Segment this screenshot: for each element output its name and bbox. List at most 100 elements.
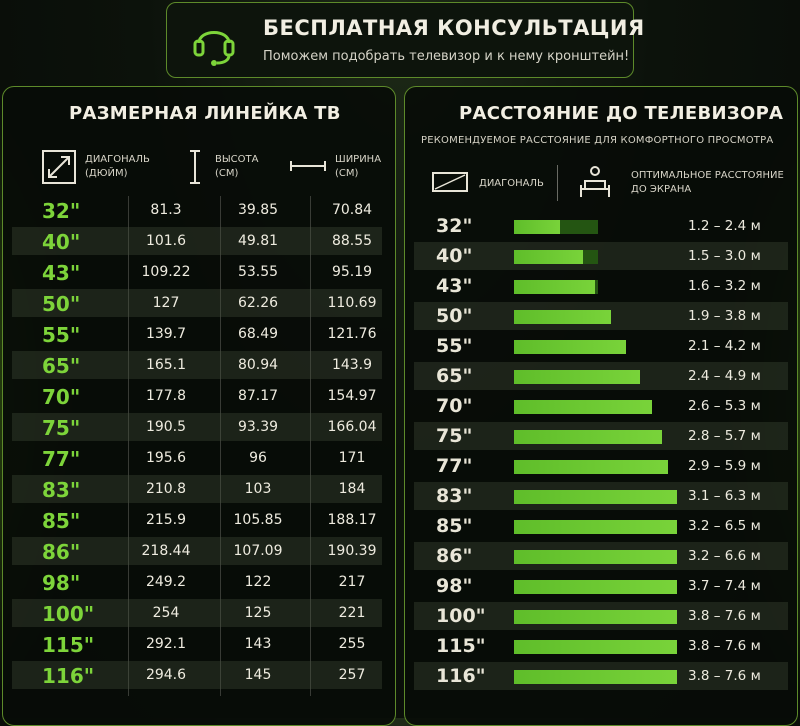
distance-bar-track — [514, 550, 677, 564]
height-cell: 139.7 — [145, 326, 187, 342]
width-cell: 87.17 — [237, 388, 279, 404]
width-cell: 96 — [249, 450, 267, 466]
distance-bar-track — [514, 280, 598, 294]
width-cm-cell: 255 — [338, 636, 366, 652]
distance-range: 3.2 – 6.6 м — [688, 548, 761, 564]
table-row: 50" 127 62.26 110.69 — [12, 289, 382, 317]
width-icon — [290, 161, 326, 171]
distance-row: 75" 2.8 – 5.7 м — [414, 422, 788, 450]
table-row: 77" 195.6 96 171 — [12, 444, 382, 472]
diagonal-cell: 77" — [42, 447, 81, 471]
height-cell: 109.22 — [141, 264, 191, 280]
width-cm-cell: 143.9 — [331, 357, 373, 373]
distance-range: 3.8 – 7.6 м — [688, 608, 761, 624]
table-row: 83" 210.8 103 184 — [12, 475, 382, 503]
width-cm-cell: 88.55 — [331, 233, 373, 249]
height-cell: 101.6 — [145, 233, 187, 249]
distance-bar-track — [514, 640, 677, 654]
consultation-subtitle: Поможем подобрать телевизор и к нему кро… — [263, 49, 630, 64]
distance-range: 3.2 – 6.5 м — [688, 518, 761, 534]
distance-bar-fill — [514, 580, 677, 594]
distance-range: 2.4 – 4.9 м — [688, 368, 761, 384]
height-cell: 215.9 — [145, 512, 187, 528]
width-cm-cell: 184 — [338, 481, 366, 497]
distance-bar-track — [514, 670, 677, 684]
consultation-title: БЕСПЛАТНАЯ КОНСУЛЬТАЦИЯ — [263, 16, 645, 40]
legend-optimal-2: ДО ЭКРАНА — [631, 184, 692, 195]
legend-diagonal: ДИАГОНАЛЬ — [479, 178, 544, 189]
distance-bar-fill — [514, 670, 677, 684]
table-row: 115" 292.1 143 255 — [12, 630, 382, 658]
consultation-banner[interactable]: БЕСПЛАТНАЯ КОНСУЛЬТАЦИЯ Поможем подобрат… — [166, 2, 644, 78]
table-row: 116" 294.6 145 257 — [12, 661, 382, 689]
height-cell: 218.44 — [141, 543, 191, 559]
distance-bar-fill — [514, 520, 677, 534]
height-cell: 190.5 — [145, 419, 187, 435]
width-cell: 103 — [244, 481, 272, 497]
distance-bar-track — [514, 460, 668, 474]
width-cell: 93.39 — [237, 419, 279, 435]
distance-row: 85" 3.2 – 6.5 м — [414, 512, 788, 540]
diagonal-label: 98" — [436, 575, 473, 597]
distance-bar-fill — [514, 610, 677, 624]
diagonal-label: 83" — [436, 485, 473, 507]
diagonal-cell: 65" — [42, 354, 81, 378]
height-icon — [190, 150, 200, 184]
width-cell: 125 — [244, 605, 272, 621]
table-row: 100" 254 125 221 — [12, 599, 382, 627]
height-cell: 292.1 — [145, 636, 187, 652]
distance-row: 115" 3.8 – 7.6 м — [414, 632, 788, 660]
diagonal-label: 115" — [436, 635, 486, 657]
distance-row: 40" 1.5 – 3.0 м — [414, 242, 788, 270]
diagonal-label: 75" — [436, 425, 473, 447]
diagonal-label: 55" — [436, 335, 473, 357]
distance-title: РАССТОЯНИЕ ДО ТЕЛЕВИЗОРА — [459, 103, 784, 124]
distance-range: 2.9 – 5.9 м — [688, 458, 761, 474]
table-row: 70" 177.8 87.17 154.97 — [12, 382, 382, 410]
width-cm-cell: 257 — [338, 667, 366, 683]
width-cell: 68.49 — [237, 326, 279, 342]
distance-row: 100" 3.8 – 7.6 м — [414, 602, 788, 630]
height-cell: 254 — [152, 605, 180, 621]
height-header-1: ВЫСОТА — [215, 154, 259, 165]
diagonal-label: 116" — [436, 665, 486, 687]
diagonal-label: 85" — [436, 515, 473, 537]
distance-bar-track — [514, 520, 677, 534]
distance-bar-fill — [514, 640, 677, 654]
diagonal-cell: 50" — [42, 292, 81, 316]
distance-range: 1.9 – 3.8 м — [688, 308, 761, 324]
width-cm-cell: 190.39 — [327, 543, 377, 559]
table-row: 86" 218.44 107.09 190.39 — [12, 537, 382, 565]
distance-bar-track — [514, 250, 598, 264]
distance-bar-fill — [514, 400, 652, 414]
distance-row: 43" 1.6 – 3.2 м — [414, 272, 788, 300]
distance-range: 2.6 – 5.3 м — [688, 398, 761, 414]
tv-icon — [432, 172, 468, 192]
distance-range: 1.6 – 3.2 м — [688, 278, 761, 294]
width-cm-cell: 171 — [338, 450, 366, 466]
distance-row: 50" 1.9 – 3.8 м — [414, 302, 788, 330]
width-cell: 122 — [244, 574, 272, 590]
diagonal-cell: 98" — [42, 571, 81, 595]
distance-bar-fill — [514, 250, 583, 264]
distance-bar-fill — [514, 490, 677, 504]
size-table-panel: РАЗМЕРНАЯ ЛИНЕЙКА ТВ ДИАГОНАЛЬ (ДЮЙМ) ВЫ… — [2, 86, 396, 726]
height-header-2: (СМ) — [215, 168, 239, 179]
distance-bar-fill — [514, 460, 668, 474]
diagonal-cell: 86" — [42, 540, 81, 564]
distance-bar-track — [514, 400, 652, 414]
distance-bar-track — [514, 430, 662, 444]
width-cm-cell: 70.84 — [331, 202, 373, 218]
distance-range: 3.7 – 7.4 м — [688, 578, 761, 594]
width-cell: 49.81 — [237, 233, 279, 249]
legend-divider — [557, 165, 558, 201]
distance-row: 116" 3.8 – 7.6 м — [414, 662, 788, 690]
table-row: 65" 165.1 80.94 143.9 — [12, 351, 382, 379]
headset-icon — [193, 31, 235, 66]
distance-range: 2.1 – 4.2 м — [688, 338, 761, 354]
distance-row: 98" 3.7 – 7.4 м — [414, 572, 788, 600]
distance-subtitle: РЕКОМЕНДУЕМОЕ РАССТОЯНИЕ ДЛЯ КОМФОРТНОГО… — [421, 135, 774, 146]
distance-row: 83" 3.1 – 6.3 м — [414, 482, 788, 510]
diagonal-label: 43" — [436, 275, 473, 297]
width-cell: 80.94 — [237, 357, 279, 373]
